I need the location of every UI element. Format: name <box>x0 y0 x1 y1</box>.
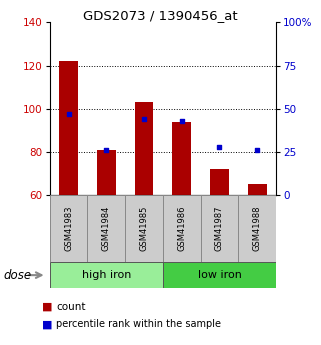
Bar <box>50 262 163 288</box>
Bar <box>163 195 201 262</box>
Point <box>255 147 260 153</box>
Text: low iron: low iron <box>197 270 241 280</box>
Bar <box>87 195 125 262</box>
Point <box>179 118 184 124</box>
Bar <box>50 195 87 262</box>
Text: count: count <box>56 302 86 312</box>
Bar <box>201 195 238 262</box>
Text: percentile rank within the sample: percentile rank within the sample <box>56 319 221 329</box>
Bar <box>248 184 267 195</box>
Text: GSM41983: GSM41983 <box>64 206 73 251</box>
Point <box>66 111 71 117</box>
Point <box>104 147 109 153</box>
Bar <box>238 195 276 262</box>
Text: ■: ■ <box>42 319 52 329</box>
Text: dose: dose <box>3 269 31 282</box>
Text: GSM41987: GSM41987 <box>215 206 224 251</box>
Point <box>217 144 222 149</box>
Text: GDS2073 / 1390456_at: GDS2073 / 1390456_at <box>83 9 238 22</box>
Bar <box>172 121 191 195</box>
Bar <box>97 150 116 195</box>
Bar <box>134 102 153 195</box>
Text: GSM41985: GSM41985 <box>140 206 149 251</box>
Text: high iron: high iron <box>82 270 131 280</box>
Text: GSM41988: GSM41988 <box>253 206 262 251</box>
Text: ■: ■ <box>42 302 52 312</box>
Point <box>142 116 147 122</box>
Bar <box>125 195 163 262</box>
Bar <box>163 262 276 288</box>
Bar <box>59 61 78 195</box>
Bar <box>210 169 229 195</box>
Text: GSM41984: GSM41984 <box>102 206 111 251</box>
Text: GSM41986: GSM41986 <box>177 206 186 251</box>
